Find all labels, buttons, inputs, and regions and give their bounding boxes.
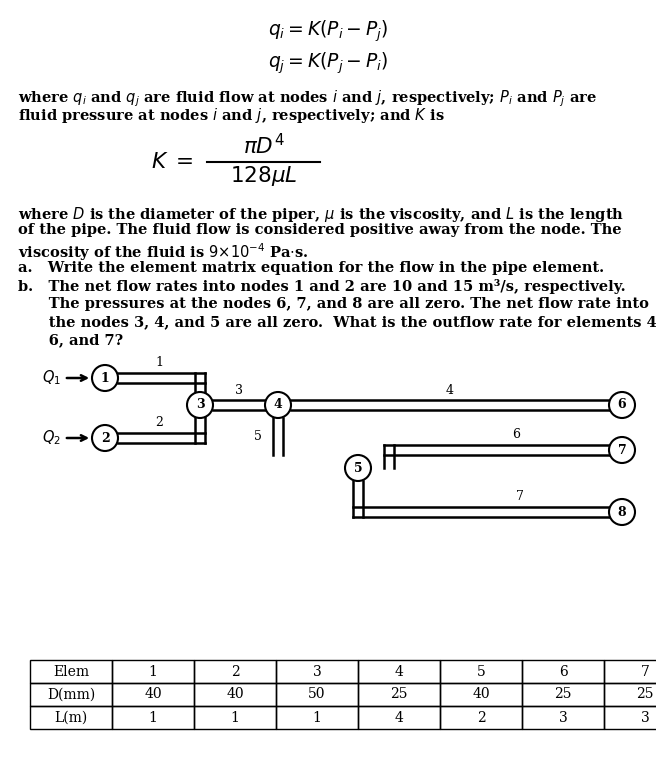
Text: of the pipe. The fluid flow is considered positive away from the node. The: of the pipe. The fluid flow is considere… — [18, 223, 622, 237]
Circle shape — [609, 499, 635, 525]
Text: fluid pressure at nodes $\mathit{i}$ and $\mathit{j}$, respectively; and $\mathi: fluid pressure at nodes $\mathit{i}$ and… — [18, 106, 445, 125]
Text: 5: 5 — [254, 430, 262, 443]
Text: D(mm): D(mm) — [47, 687, 95, 701]
Bar — [194, 660, 276, 683]
Text: The pressures at the nodes 6, 7, and 8 are all zero. The net flow rate into: The pressures at the nodes 6, 7, and 8 a… — [18, 297, 649, 311]
Bar — [194, 706, 276, 729]
Circle shape — [609, 437, 635, 463]
Text: 6: 6 — [512, 429, 520, 441]
Text: the nodes 3, 4, and 5 are all zero.  What is the outflow rate for elements 4,: the nodes 3, 4, and 5 are all zero. What… — [18, 315, 656, 329]
Text: 6: 6 — [618, 399, 626, 412]
Circle shape — [187, 392, 213, 418]
Text: 8: 8 — [618, 505, 626, 519]
Text: 50: 50 — [308, 687, 326, 701]
Text: $Q_2$: $Q_2$ — [42, 429, 61, 447]
Bar — [276, 660, 358, 683]
Circle shape — [265, 392, 291, 418]
Bar — [604, 660, 656, 683]
Bar — [440, 706, 522, 729]
Bar — [276, 706, 358, 729]
Circle shape — [92, 425, 118, 451]
Text: 3: 3 — [313, 665, 321, 679]
Text: 1: 1 — [155, 357, 163, 369]
Text: Elem: Elem — [53, 665, 89, 679]
Text: L(m): L(m) — [54, 711, 88, 724]
Bar — [112, 683, 194, 706]
Text: 3: 3 — [195, 399, 204, 412]
Text: 7: 7 — [516, 491, 524, 504]
Text: 3: 3 — [235, 383, 243, 396]
Text: 5: 5 — [354, 461, 362, 474]
Text: 1: 1 — [100, 372, 110, 385]
Bar — [440, 683, 522, 706]
Bar — [30, 706, 112, 729]
Bar — [112, 706, 194, 729]
Text: 2: 2 — [155, 416, 163, 430]
Text: 2: 2 — [231, 665, 239, 679]
Text: 4: 4 — [394, 711, 403, 724]
Bar — [30, 660, 112, 683]
Text: 5: 5 — [477, 665, 485, 679]
Text: where $\mathit{q_i}$ and $\mathit{q_j}$ are fluid flow at nodes $\mathit{i}$ and: where $\mathit{q_i}$ and $\mathit{q_j}$ … — [18, 88, 597, 108]
Circle shape — [609, 392, 635, 418]
Bar — [358, 660, 440, 683]
Text: 7: 7 — [618, 444, 626, 457]
Text: 7: 7 — [640, 665, 649, 679]
Bar — [30, 683, 112, 706]
Circle shape — [92, 365, 118, 391]
Text: 40: 40 — [226, 687, 244, 701]
Text: 6: 6 — [559, 665, 567, 679]
Text: a.   Write the element matrix equation for the flow in the pipe element.: a. Write the element matrix equation for… — [18, 261, 604, 275]
Text: $q_j = K(P_j - P_i)$: $q_j = K(P_j - P_i)$ — [268, 50, 388, 76]
Text: 4: 4 — [446, 383, 454, 396]
Text: viscosity of the fluid is $9{\times}10^{-4}$ Pa$\cdot$s.: viscosity of the fluid is $9{\times}10^{… — [18, 241, 309, 262]
Text: 40: 40 — [144, 687, 162, 701]
Bar — [604, 706, 656, 729]
Text: $K\; =\; $: $K\; =\; $ — [151, 151, 193, 173]
Text: 4: 4 — [394, 665, 403, 679]
Text: 4: 4 — [274, 399, 282, 412]
Text: 25: 25 — [390, 687, 408, 701]
Bar — [440, 660, 522, 683]
Text: 3: 3 — [641, 711, 649, 724]
Bar — [522, 660, 604, 683]
Text: 1: 1 — [148, 711, 157, 724]
Text: 25: 25 — [554, 687, 572, 701]
Text: 25: 25 — [636, 687, 654, 701]
Text: 2: 2 — [100, 431, 110, 444]
Text: where $\mathit{D}$ is the diameter of the piper, $\mathit{\mu}$ is the viscosity: where $\mathit{D}$ is the diameter of th… — [18, 205, 624, 224]
Text: $Q_1$: $Q_1$ — [42, 368, 61, 387]
Bar — [604, 683, 656, 706]
Bar — [194, 683, 276, 706]
Bar — [358, 706, 440, 729]
Text: 1: 1 — [148, 665, 157, 679]
Text: 40: 40 — [472, 687, 490, 701]
Text: 1: 1 — [230, 711, 239, 724]
Text: $\pi D^4$: $\pi D^4$ — [243, 134, 284, 159]
Text: $128\mu L$: $128\mu L$ — [230, 164, 297, 188]
Text: 3: 3 — [559, 711, 567, 724]
Text: b.   The net flow rates into nodes 1 and 2 are 10 and 15 m³/s, respectively.: b. The net flow rates into nodes 1 and 2… — [18, 279, 626, 294]
Bar — [358, 683, 440, 706]
Bar — [522, 683, 604, 706]
Bar — [522, 706, 604, 729]
Text: 2: 2 — [477, 711, 485, 724]
Text: 6, and 7?: 6, and 7? — [18, 333, 123, 347]
Text: 1: 1 — [312, 711, 321, 724]
Bar — [112, 660, 194, 683]
Circle shape — [345, 455, 371, 481]
Text: $q_i = K(P_i - P_j)$: $q_i = K(P_i - P_j)$ — [268, 18, 388, 43]
Bar — [276, 683, 358, 706]
